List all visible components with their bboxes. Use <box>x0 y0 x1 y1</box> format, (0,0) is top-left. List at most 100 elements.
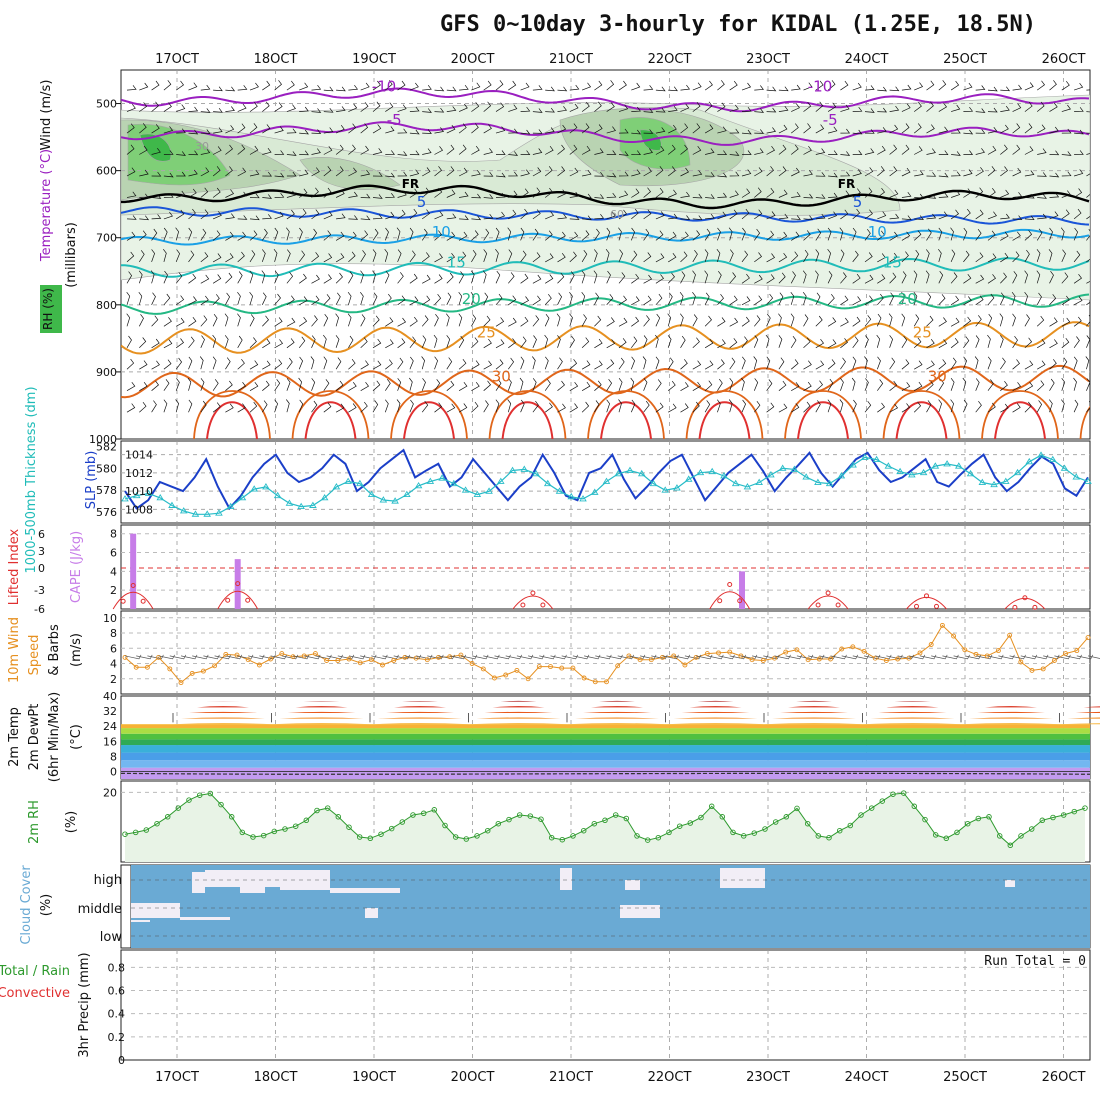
wind-barb <box>655 86 666 92</box>
rh-point <box>804 820 811 827</box>
wind-barb <box>151 292 156 305</box>
wind-barb <box>335 313 339 327</box>
wind-barb <box>704 380 713 391</box>
wind-speed-point <box>391 658 397 663</box>
wind-barb <box>360 169 371 177</box>
wind-barb <box>1012 251 1020 263</box>
wind-barb <box>200 129 211 134</box>
wind-barb <box>705 172 715 177</box>
wind-barb <box>249 193 260 199</box>
wind-barb <box>176 209 185 220</box>
wind-barb <box>827 211 838 220</box>
wind-barb <box>1037 148 1047 155</box>
wind-barb <box>495 378 502 391</box>
rh-point <box>516 812 523 818</box>
wind-barb-10m <box>908 654 926 660</box>
lifted-index-point <box>924 593 929 599</box>
wind-barb <box>913 101 922 112</box>
cloud-tick-label: high <box>94 873 122 888</box>
wind-barb <box>249 250 256 263</box>
wind-barb <box>200 228 207 241</box>
wind-barb-10m <box>673 654 691 660</box>
thickness-point <box>156 493 165 501</box>
wind-barb <box>1086 314 1090 327</box>
thickness-point <box>1060 464 1069 471</box>
wind-speed-point <box>469 661 475 666</box>
wind-barb <box>458 271 464 284</box>
thickness-point <box>1037 451 1045 458</box>
wind-barb <box>618 272 626 284</box>
wind-barb <box>901 359 910 370</box>
wind-barb <box>471 381 480 392</box>
wind-barb-10m <box>852 654 870 660</box>
wind-barb <box>261 292 267 305</box>
wind-barb <box>471 337 479 349</box>
wind-barb <box>987 211 997 220</box>
wind-barb <box>151 194 162 199</box>
wind-barb <box>409 188 419 198</box>
wind-barb <box>237 381 247 392</box>
wind-barb <box>852 316 861 327</box>
wind-barb <box>594 194 605 199</box>
wind-barb <box>975 378 980 391</box>
wind-barb <box>802 291 807 305</box>
wind-barb <box>963 150 974 155</box>
cape-tick-label: 8 <box>110 528 117 541</box>
thickness-point <box>132 491 141 499</box>
wind-barb <box>864 315 872 327</box>
wind-barb <box>668 231 677 241</box>
wind-barb <box>717 293 724 306</box>
wind-barb-10m <box>460 654 478 660</box>
wind-barb <box>692 314 698 327</box>
wind-barb <box>495 359 504 370</box>
temp-hump <box>181 717 265 719</box>
wind-barb <box>889 272 897 284</box>
wind-barb <box>791 84 801 91</box>
wind-barb-10m <box>1054 654 1071 660</box>
wind-barb <box>335 166 344 177</box>
wind-barb <box>212 334 216 348</box>
wind-barb <box>434 127 445 134</box>
wind-barb <box>569 191 580 198</box>
wind-barb <box>1024 337 1033 349</box>
wind-barb <box>360 102 369 112</box>
thickness-point <box>191 510 200 517</box>
rh-point <box>836 827 843 834</box>
ylabel-cloud-units: (%) <box>39 894 54 917</box>
wind-barb <box>532 335 537 348</box>
wind-barb <box>864 85 875 91</box>
wind-barb <box>618 227 622 241</box>
temp-band <box>121 724 1090 729</box>
wind-speed-point <box>368 657 374 663</box>
thickness-point <box>966 469 975 477</box>
wind-barb <box>348 251 356 263</box>
wind-barb <box>741 296 751 306</box>
wind-barb <box>274 192 285 198</box>
date-label-bottom: 18OCT <box>254 1070 298 1085</box>
rh-point <box>740 833 747 839</box>
wind-barb <box>742 150 752 155</box>
wind-barb <box>754 167 763 177</box>
wind-barb <box>1012 359 1020 370</box>
ylabel-rh: RH (%) <box>41 288 55 330</box>
temp-hump <box>796 700 832 702</box>
wind-barb <box>840 249 845 263</box>
wind-speed-point <box>828 656 833 662</box>
thickness-point <box>1048 455 1057 463</box>
wind-barb <box>385 80 393 91</box>
wind-barb <box>692 101 701 112</box>
wind-barb <box>274 172 285 178</box>
wind-barb <box>581 314 587 327</box>
wind-barb <box>581 123 590 134</box>
wind-barb <box>593 270 598 284</box>
wind-barb <box>778 272 786 284</box>
wind-barb <box>200 274 210 284</box>
wind-barb <box>987 230 996 241</box>
wind-barb <box>495 172 506 178</box>
wind-barb <box>471 314 477 327</box>
wind-barb <box>557 124 567 134</box>
lifted-index-point <box>245 597 251 603</box>
wind-barb-10m <box>416 654 433 660</box>
wind-barb <box>692 193 703 199</box>
wind-barb <box>139 193 150 199</box>
